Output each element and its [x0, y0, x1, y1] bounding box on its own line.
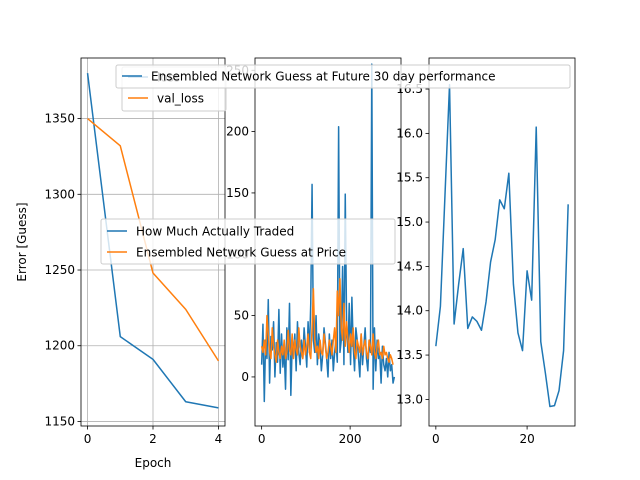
- x-tick-label: 0: [84, 432, 92, 446]
- loss-subplot: 0 2 4 1150 1200 1250 1300 1350 Epoch Error [Guess…: [15, 57, 226, 470]
- x-axis-label: Epoch: [135, 456, 172, 470]
- y-tick-label: 50: [234, 309, 249, 323]
- y-tick-label: 13.5: [396, 348, 423, 362]
- y-tick-label: 1350: [44, 112, 75, 126]
- legend-entry: Ensembled Network Guess at Future 30 day…: [151, 70, 496, 84]
- y-tick-label: 14.0: [396, 304, 423, 318]
- y-tick-label: 15.5: [396, 171, 423, 185]
- y-tick-label: 15.0: [396, 215, 423, 229]
- legend-entry: val_loss: [157, 92, 204, 106]
- legend: Ensembled Network Guess at Future 30 day…: [115, 64, 571, 89]
- legend-box: [115, 64, 571, 89]
- y-tick-label: 16.0: [396, 126, 423, 140]
- legend: How Much Actually Traded Ensembled Networ…: [100, 218, 396, 265]
- y-tick-label: 1250: [44, 263, 75, 277]
- y-tick-label: 1200: [44, 339, 75, 353]
- legend-entry: How Much Actually Traded: [136, 225, 294, 239]
- legend-entry: Ensembled Network Guess at Price: [136, 246, 346, 260]
- series-line-ensembled-network-guess-at-future-30-day-performance: [435, 83, 569, 408]
- series-line-how-much-actually-traded: [260, 63, 396, 403]
- y-tick-label: 1300: [44, 187, 75, 201]
- axes-frame: [428, 57, 576, 427]
- x-tick-label: 2: [149, 432, 157, 446]
- y-tick-label: 200: [226, 125, 249, 139]
- series-line-val-loss: [87, 118, 220, 362]
- x-tick-label: 0: [432, 432, 440, 446]
- x-tick-label: 0: [258, 432, 266, 446]
- y-tick-label: 14.5: [396, 259, 423, 273]
- x-tick-label: 20: [519, 432, 534, 446]
- series-line-ensembled-network-guess-at-price: [260, 278, 394, 365]
- y-tick-label: 1150: [44, 414, 75, 428]
- y-tick-label: 150: [226, 186, 249, 200]
- x-tick-label: 4: [215, 432, 223, 446]
- x-tick-label: 200: [339, 432, 362, 446]
- y-axis-label: Error [Guess]: [15, 202, 29, 281]
- y-tick-label: 13.0: [396, 392, 423, 406]
- y-tick-label: 0: [241, 370, 249, 384]
- legend-box: [100, 218, 396, 265]
